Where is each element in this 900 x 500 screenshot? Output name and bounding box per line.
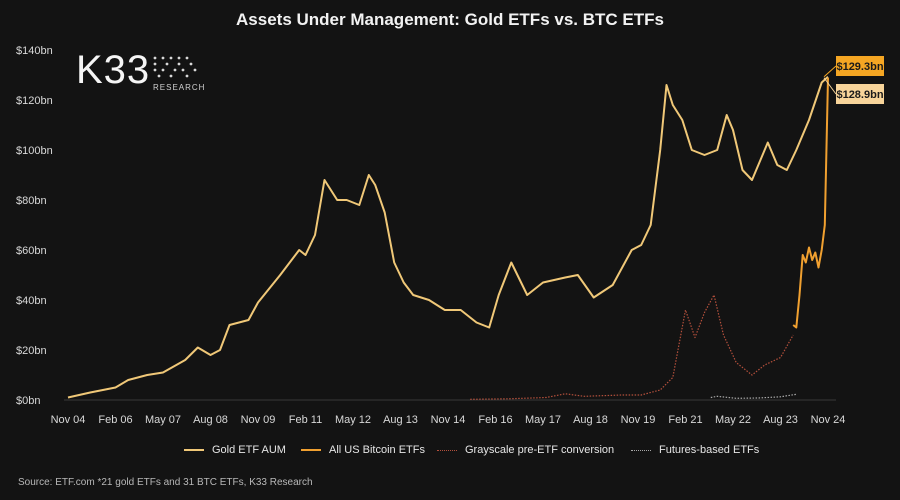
x-tick-label: Nov 14 — [431, 414, 466, 426]
x-tick-label: Aug 18 — [573, 414, 608, 426]
logo-text: K33 — [76, 48, 151, 92]
k33-logo: K33 RESEARCH — [76, 48, 204, 92]
legend-label: Gold ETF AUM — [212, 444, 286, 456]
y-tick-label: $120bn — [16, 95, 53, 107]
x-tick-label: May 07 — [145, 414, 181, 426]
annotation-leader — [823, 65, 837, 78]
legend-swatch — [184, 449, 204, 451]
logo-dots-icon — [153, 56, 197, 78]
y-tick-label: $100bn — [16, 145, 53, 157]
x-tick-label: May 22 — [715, 414, 751, 426]
y-tick-label: $80bn — [16, 195, 47, 207]
y-tick-label: $40bn — [16, 295, 47, 307]
x-tick-label: Nov 09 — [241, 414, 276, 426]
x-tick-label: Feb 16 — [478, 414, 512, 426]
annotation-badge — [836, 84, 884, 104]
series-line-gold-etf-aum — [67, 76, 829, 399]
series-line-grayscale-pre-etf-conversion — [470, 294, 794, 400]
source-note: Source: ETF.com *21 gold ETFs and 31 BTC… — [18, 477, 313, 488]
y-tick-label: $0bn — [16, 395, 40, 407]
y-tick-label: $60bn — [16, 245, 47, 257]
series-line-futures-based-etfs — [710, 393, 797, 399]
annotation-leader — [823, 77, 837, 95]
chart-legend: Gold ETF AUM All US Bitcoin ETFs Graysca… — [0, 444, 900, 460]
legend-swatch — [631, 449, 651, 451]
legend-swatch — [437, 449, 457, 451]
x-tick-label: Aug 23 — [763, 414, 798, 426]
x-tick-label: Aug 13 — [383, 414, 418, 426]
legend-label: Futures-based ETFs — [659, 444, 760, 456]
x-tick-label: Feb 11 — [289, 414, 322, 426]
y-tick-label: $140bn — [16, 45, 53, 57]
logo-subtitle: RESEARCH — [153, 83, 206, 92]
y-tick-label: $20bn — [16, 345, 47, 357]
x-tick-label: Nov 04 — [51, 414, 86, 426]
legend-item-futures: Futures-based ETFs — [631, 444, 759, 456]
x-tick-label: Feb 06 — [98, 414, 132, 426]
legend-item-grayscale: Grayscale pre-ETF conversion — [437, 444, 614, 456]
legend-swatch — [301, 449, 321, 451]
legend-item-bitcoin: All US Bitcoin ETFs — [301, 444, 425, 456]
x-tick-label: May 12 — [335, 414, 371, 426]
series-line-all-us-bitcoin-etfs — [792, 77, 829, 329]
annotation-badge — [836, 56, 884, 76]
legend-item-gold: Gold ETF AUM — [184, 444, 286, 456]
x-tick-label: Nov 24 — [811, 414, 846, 426]
x-tick-label: Feb 21 — [668, 414, 702, 426]
annotation-label: $129.3bn — [836, 61, 883, 73]
legend-label: Grayscale pre-ETF conversion — [465, 444, 615, 456]
x-tick-label: Nov 19 — [621, 414, 656, 426]
legend-label: All US Bitcoin ETFs — [329, 444, 425, 456]
chart-title: Assets Under Management: Gold ETFs vs. B… — [236, 10, 664, 29]
annotation-label: $128.9bn — [836, 89, 883, 101]
x-tick-label: May 17 — [525, 414, 561, 426]
x-tick-label: Aug 08 — [193, 414, 228, 426]
